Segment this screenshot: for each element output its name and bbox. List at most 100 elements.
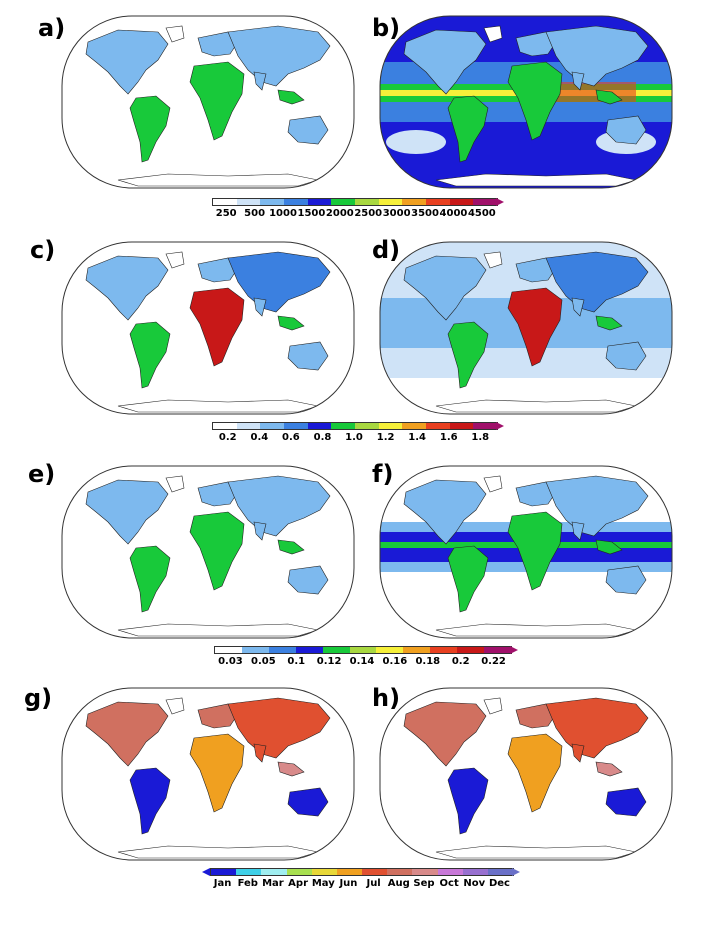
colorbar-segment — [378, 199, 403, 205]
colorbar-segment — [307, 423, 332, 429]
colorbar-tick-label: Nov — [463, 878, 486, 889]
colorbar-segment — [307, 199, 332, 205]
colorbar-tick-label: 0.14 — [349, 656, 375, 667]
panel-label-h: h) — [372, 684, 401, 712]
panel-label-b: b) — [372, 14, 401, 42]
colorbar-tick-label: Sep — [413, 878, 435, 889]
colorbar-tick-label: 0.12 — [316, 656, 342, 667]
colorbar-segment — [402, 199, 427, 205]
colorbar-tick-label: Jun — [339, 878, 358, 889]
colorbar-strip — [212, 422, 498, 430]
colorbar-segment — [236, 199, 261, 205]
colorbar-tick-label: 1.0 — [345, 432, 363, 443]
colorbar-segment — [213, 423, 237, 429]
colorbar-ticks: Jan Feb Mar Apr May Jun Jul Aug Sep Oct Nov Dec — [210, 878, 512, 889]
colorbar-segment — [449, 199, 474, 205]
colorbar-tick-label: 4500 — [467, 208, 496, 219]
panel-label-g: g) — [24, 684, 53, 712]
colorbar-strip — [210, 868, 514, 876]
colorbar-tick-label: 0.2 — [218, 432, 237, 443]
colorbar-tick-label: 0.18 — [415, 656, 441, 667]
map-d — [379, 241, 673, 415]
colorbar-tick-label: Dec — [488, 878, 510, 889]
colorbar-segment — [355, 423, 379, 429]
colorbar-tick-label: Jul — [366, 878, 381, 889]
colorbar-tick-label: 1000 — [269, 208, 297, 219]
colorbar-min-arrow — [202, 868, 210, 876]
colorbar-segment — [449, 423, 474, 429]
colorbar-tick-label: Apr — [288, 878, 309, 889]
colorbar-segment — [295, 647, 323, 653]
colorbar-tick-label: 1.4 — [408, 432, 427, 443]
colorbar-tick-label: 0.6 — [282, 432, 300, 443]
colorbar-segment — [349, 647, 377, 653]
colorbar-min-arrow — [204, 198, 212, 206]
colorbar-tick-label: 0.03 — [218, 656, 243, 667]
colorbar-max-arrow — [496, 198, 504, 206]
colorbar-segment — [487, 869, 514, 875]
colorbar-tick-label: 0.2 — [451, 656, 470, 667]
colorbar-segment — [260, 423, 285, 429]
map-f — [379, 465, 673, 639]
colorbar-tick-label: 1.2 — [376, 432, 395, 443]
colorbar-tick-label: 4000 — [439, 208, 468, 219]
colorbar-segment — [430, 647, 458, 653]
colorbar-segment — [473, 423, 498, 429]
colorbar-tick-label: Mar — [262, 878, 284, 889]
colorbar-segment — [402, 423, 427, 429]
panel-label-f: f) — [372, 460, 394, 488]
colorbar-min-arrow — [204, 422, 212, 430]
colorbar-tick-label: Feb — [237, 878, 258, 889]
colorbar-segment — [426, 423, 450, 429]
colorbar-tick-label: 3000 — [382, 208, 411, 219]
colorbar-ticks: 250 500 1000 1500 2000 2500 3000 3500 4000 4500 — [212, 208, 496, 219]
colorbar-strip — [212, 198, 498, 206]
colorbar-segment — [462, 869, 488, 875]
colorbar-segment — [376, 647, 404, 653]
colorbar-tick-label: May — [311, 878, 335, 889]
colorbar-segment — [331, 423, 356, 429]
colorbar-segment — [284, 199, 308, 205]
map-e — [61, 465, 355, 639]
colorbar-segment — [387, 869, 413, 875]
colorbar-segment — [241, 647, 269, 653]
colorbar-tick-label: 0.8 — [313, 432, 332, 443]
map-h — [379, 687, 673, 861]
map-c — [61, 241, 355, 415]
colorbar-tick-label: 0.22 — [481, 656, 506, 667]
colorbar-segment — [403, 647, 431, 653]
colorbar-segment — [284, 423, 308, 429]
colorbar-tick-label: 250 — [215, 208, 237, 219]
colorbar-segment — [336, 869, 363, 875]
colorbar-tick-label: Oct — [439, 878, 459, 889]
panel-label-c: c) — [30, 236, 56, 264]
colorbar-segment — [213, 199, 237, 205]
colorbar-tick-label: 1.6 — [439, 432, 458, 443]
colorbar-segment — [260, 199, 285, 205]
colorbar-tick-label: 1500 — [297, 208, 326, 219]
colorbar-segment — [268, 647, 296, 653]
colorbar-segment — [473, 199, 498, 205]
colorbar-segment — [322, 647, 350, 653]
colorbar-tick-label: Jan — [213, 878, 232, 889]
colorbar-segment — [362, 869, 388, 875]
colorbar-tick-label: 2500 — [354, 208, 383, 219]
colorbar-segment — [426, 199, 450, 205]
colorbar-segment — [215, 647, 242, 653]
colorbar-tick-label: 0.1 — [287, 656, 306, 667]
colorbar-segment — [236, 869, 262, 875]
colorbar-ticks: 0.2 0.4 0.6 0.8 1.0 1.2 1.4 1.6 1.8 — [212, 432, 496, 443]
colorbar-segment — [261, 869, 287, 875]
map-g — [61, 687, 355, 861]
colorbar-tick-label: 2000 — [325, 208, 354, 219]
colorbar-min-arrow — [206, 646, 214, 654]
colorbar-tick-label: 1.8 — [471, 432, 490, 443]
colorbar-ticks: 0.03 0.05 0.1 0.12 0.14 0.16 0.18 0.2 0.22 — [214, 656, 510, 667]
colorbar-segment — [484, 647, 511, 653]
colorbar-max-arrow — [510, 646, 518, 654]
colorbar-tick-label: 0.05 — [250, 656, 276, 667]
colorbar-tick-label: Aug — [387, 878, 410, 889]
map-b — [379, 15, 673, 189]
colorbar-tick-label: 0.16 — [382, 656, 408, 667]
colorbar-segment — [437, 869, 463, 875]
